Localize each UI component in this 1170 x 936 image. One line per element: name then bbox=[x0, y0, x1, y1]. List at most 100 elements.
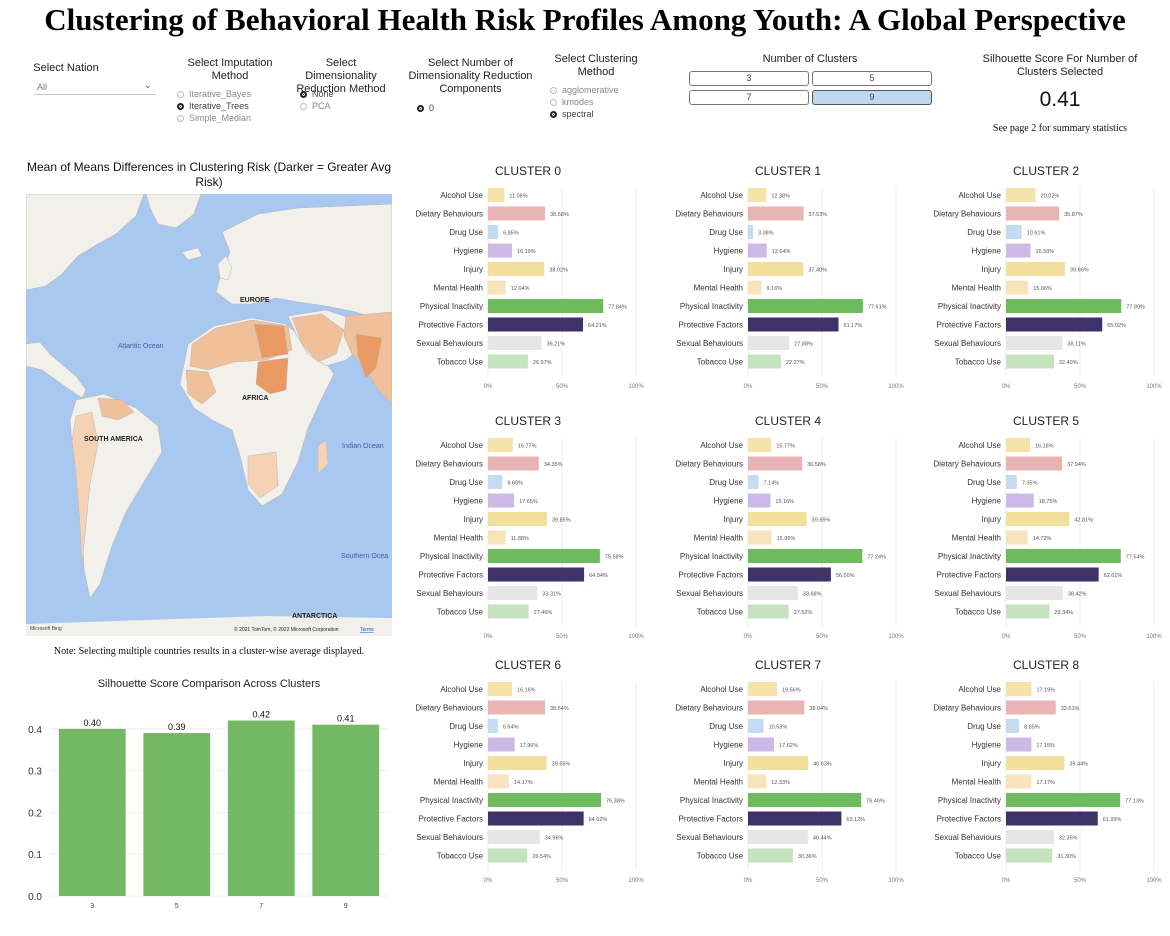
bar-value-label: 77.24% bbox=[867, 555, 886, 561]
map-terms-link[interactable]: Terms bbox=[360, 627, 374, 633]
x-tick-label: 50% bbox=[1074, 384, 1087, 390]
bar-value-label: 16.16% bbox=[517, 688, 536, 694]
bar-value-label: 77.54% bbox=[1126, 555, 1145, 561]
x-tick-label: 0% bbox=[744, 634, 753, 640]
bar-value-label: 20.02% bbox=[1041, 194, 1060, 200]
cluster-count-button-3[interactable]: 3 bbox=[689, 71, 809, 86]
category-label: Dietary Behaviours bbox=[675, 704, 743, 713]
bar-value-label: 17.65% bbox=[519, 499, 538, 505]
cluster-count-button-7[interactable]: 7 bbox=[689, 90, 809, 105]
bar-value-label: 33.31% bbox=[542, 592, 561, 598]
bar-value-label: 12.64% bbox=[772, 249, 791, 255]
bar-value-label: 64.62% bbox=[589, 817, 608, 823]
components-option-0[interactable]: 0 bbox=[417, 102, 434, 114]
category-label: Drug Use bbox=[709, 478, 743, 487]
europe-land bbox=[215, 203, 392, 325]
bar-value-label: 36.21% bbox=[547, 342, 566, 348]
cluster-1-chart: 0% 50% 100% Alcohol Use 12.38% Dietary Behavi… bbox=[675, 188, 904, 390]
x-tick-label: 7 bbox=[259, 903, 263, 910]
imputation-option-iterative-trees[interactable]: Iterative_Trees bbox=[177, 100, 249, 112]
bar bbox=[748, 188, 767, 202]
bar bbox=[488, 280, 506, 295]
bar bbox=[1006, 530, 1028, 545]
radio-selected-icon bbox=[300, 90, 307, 98]
bar-value-label: 16.19% bbox=[517, 249, 536, 255]
bar bbox=[1006, 262, 1065, 276]
dim-reduction-option-pca[interactable]: PCA bbox=[300, 100, 331, 112]
bar-value-label: 40.63% bbox=[813, 762, 832, 768]
bar bbox=[1006, 475, 1017, 489]
x-tick-label: 0% bbox=[484, 634, 493, 640]
bar bbox=[1006, 719, 1020, 733]
bar bbox=[748, 774, 767, 789]
west-africa-risk bbox=[185, 369, 217, 405]
radio-icon bbox=[550, 98, 557, 106]
bar bbox=[1006, 336, 1063, 350]
cluster-count-button-5[interactable]: 5 bbox=[812, 71, 932, 86]
bar-value-label: 27.46% bbox=[534, 610, 553, 616]
bar bbox=[488, 262, 545, 276]
x-tick-label: 100% bbox=[1146, 634, 1162, 640]
dim-reduction-option-none[interactable]: None bbox=[300, 88, 334, 100]
category-label: Alcohol Use bbox=[700, 191, 743, 200]
bar bbox=[748, 354, 781, 369]
x-tick-label: 100% bbox=[1146, 384, 1162, 390]
imputation-option-simple-median[interactable]: Simple_Median bbox=[177, 112, 251, 124]
bar-value-label: 63.12% bbox=[846, 817, 865, 823]
imputation-option-iterative-bayes[interactable]: Iterative_Bayes bbox=[177, 88, 251, 100]
category-label: Sexual Behaviours bbox=[416, 833, 483, 842]
bar-value-label: 77.61% bbox=[868, 305, 887, 311]
bar-value-label: 17.96% bbox=[520, 743, 539, 749]
category-label: Physical Inactivity bbox=[680, 302, 743, 311]
category-label: Physical Inactivity bbox=[680, 552, 743, 561]
category-label: Protective Factors bbox=[937, 815, 1001, 824]
bar-value-label: 61.99% bbox=[1103, 817, 1122, 823]
bar bbox=[58, 728, 126, 896]
cluster-8-chart: 0% 50% 100% Alcohol Use 17.19% Dietary Behavi… bbox=[933, 682, 1162, 884]
category-label: Protective Factors bbox=[679, 815, 743, 824]
bar-value-label: 31.30% bbox=[1057, 854, 1076, 860]
bar-value-label: 33.61% bbox=[1061, 706, 1080, 712]
nation-value: All bbox=[37, 82, 48, 92]
world-map[interactable]: EUROPE AFRICA SOUTH AMERICA ANTARCTICA A… bbox=[26, 194, 392, 636]
bar bbox=[488, 682, 512, 696]
bar-value-label: 76.46% bbox=[866, 799, 885, 805]
cluster-4-chart: 0% 50% 100% Alcohol Use 15.77% Dietary Behavi… bbox=[675, 438, 904, 640]
bar-value-label: 35.87% bbox=[1064, 212, 1083, 218]
bar-value-label: 12.33% bbox=[771, 780, 790, 786]
clustering-option-spectral[interactable]: spectral bbox=[550, 108, 594, 120]
bar-value-label: 16.59% bbox=[1036, 249, 1055, 255]
map-label-europe: EUROPE bbox=[240, 297, 270, 304]
category-label: Alcohol Use bbox=[440, 685, 483, 694]
x-tick-label: 0% bbox=[484, 384, 493, 390]
bar-value-label: 77.84% bbox=[608, 305, 627, 311]
x-tick-label: 50% bbox=[816, 878, 829, 884]
nation-dropdown[interactable]: All ⌄ bbox=[34, 79, 156, 95]
category-label: Drug Use bbox=[449, 478, 483, 487]
clustering-option-kmodes[interactable]: kmodes bbox=[550, 96, 594, 108]
category-label: Dietary Behaviours bbox=[933, 460, 1001, 469]
iceland-land bbox=[181, 247, 203, 261]
cluster-2-title: CLUSTER 2 bbox=[1012, 164, 1080, 178]
bar bbox=[748, 737, 775, 752]
cluster-count-button-9[interactable]: 9 bbox=[812, 90, 932, 105]
bar bbox=[488, 756, 547, 770]
summary-note: See page 2 for summary statistics bbox=[992, 123, 1128, 134]
bar bbox=[1006, 830, 1054, 844]
bar bbox=[1006, 774, 1032, 789]
radio-icon bbox=[177, 90, 184, 98]
bar-value-label: 37.40% bbox=[808, 268, 827, 274]
clustering-option-agglomerative[interactable]: agglomerative bbox=[550, 84, 619, 96]
bar-value-label: 17.15% bbox=[1036, 743, 1055, 749]
category-label: Hygiene bbox=[454, 247, 484, 256]
bar bbox=[1006, 206, 1060, 221]
south-america-risk-north bbox=[97, 397, 135, 421]
category-label: Protective Factors bbox=[937, 321, 1001, 330]
category-label: Alcohol Use bbox=[700, 685, 743, 694]
bar bbox=[488, 549, 600, 563]
category-label: Sexual Behaviours bbox=[934, 339, 1001, 348]
bar bbox=[488, 719, 498, 733]
category-label: Injury bbox=[723, 515, 743, 524]
category-label: Physical Inactivity bbox=[420, 796, 483, 805]
category-label: Dietary Behaviours bbox=[675, 210, 743, 219]
